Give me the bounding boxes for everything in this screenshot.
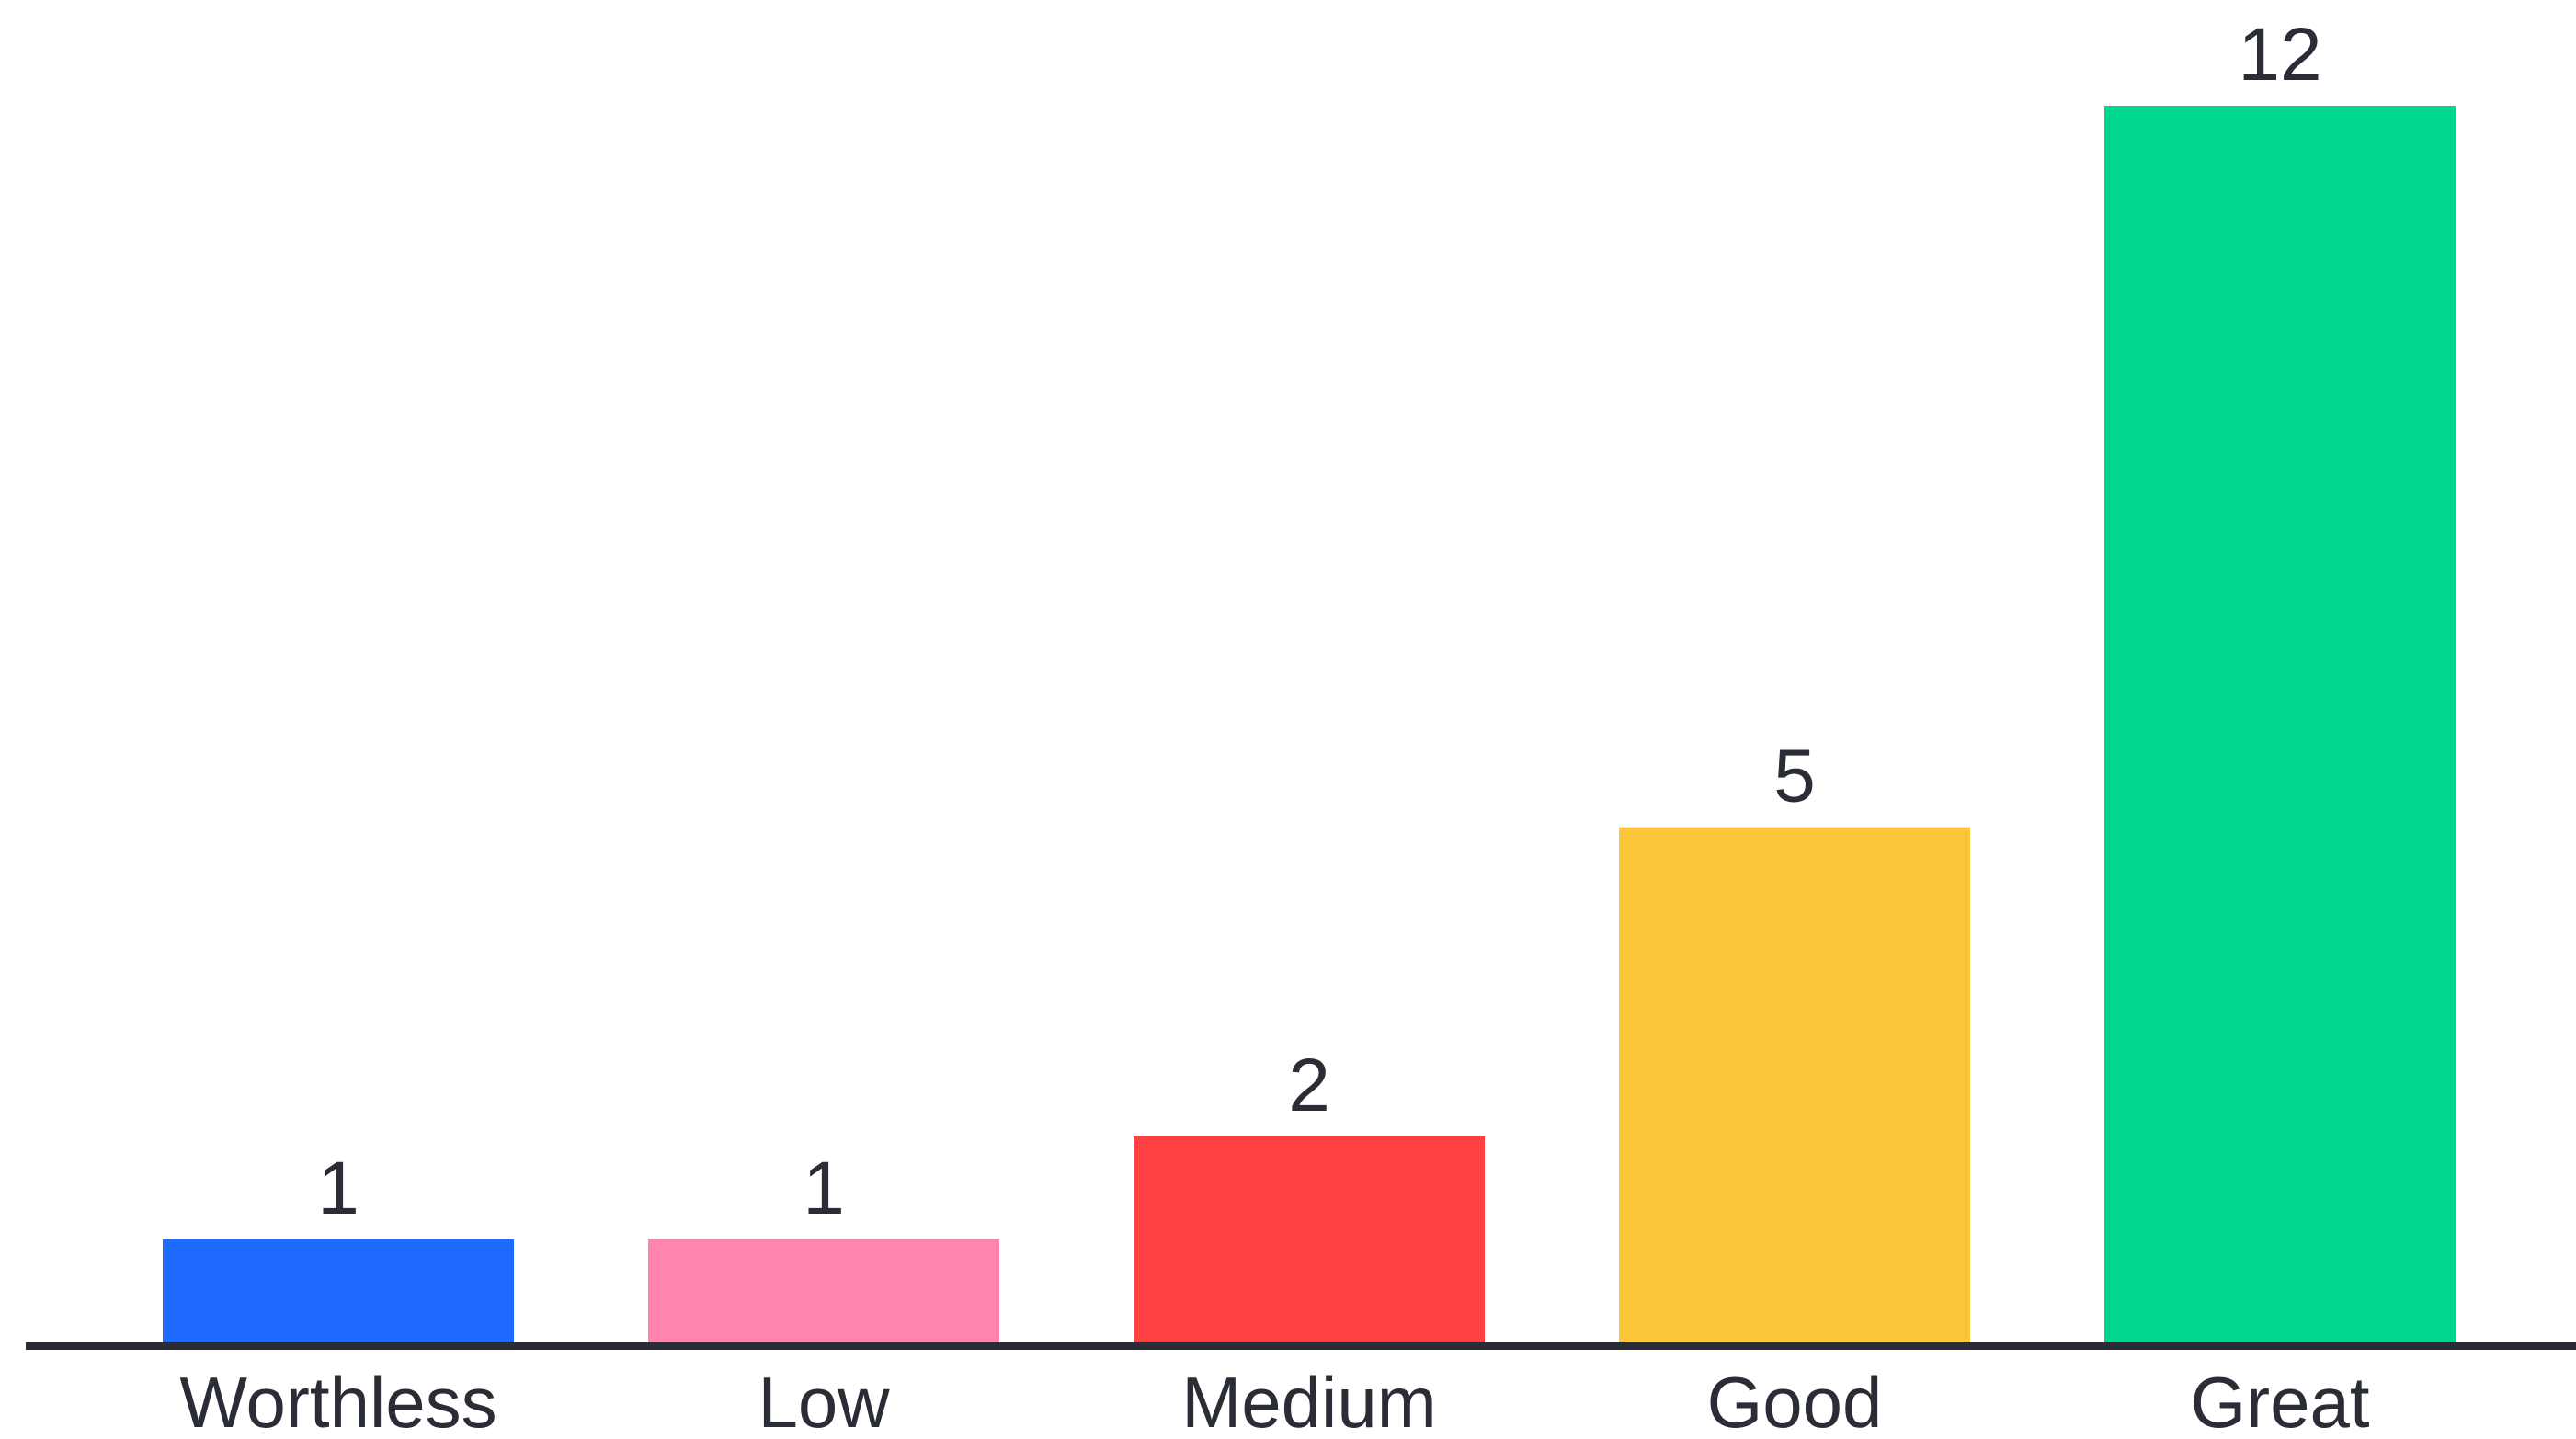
bar-low <box>648 1239 999 1342</box>
data-label-low: 1 <box>803 1147 845 1230</box>
x-tick-label-low: Low <box>758 1362 890 1439</box>
data-label-worthless: 1 <box>317 1147 359 1230</box>
bar-good <box>1619 827 1970 1342</box>
bar-worthless <box>163 1239 514 1342</box>
bar-medium <box>1134 1136 1485 1342</box>
data-label-good: 5 <box>1773 735 1816 818</box>
x-tick-label-worthless: Worthless <box>179 1362 496 1439</box>
x-tick-label-good: Good <box>1707 1362 1883 1439</box>
data-label-great: 12 <box>2238 13 2321 97</box>
x-tick-label-medium: Medium <box>1181 1362 1436 1439</box>
tick-labels-layer: Worthless Low Medium Good Great <box>179 1362 2370 1439</box>
data-label-medium: 2 <box>1288 1044 1330 1127</box>
bar-great <box>2104 106 2456 1342</box>
bars-layer <box>163 106 2456 1342</box>
x-tick-label-great: Great <box>2190 1362 2369 1439</box>
